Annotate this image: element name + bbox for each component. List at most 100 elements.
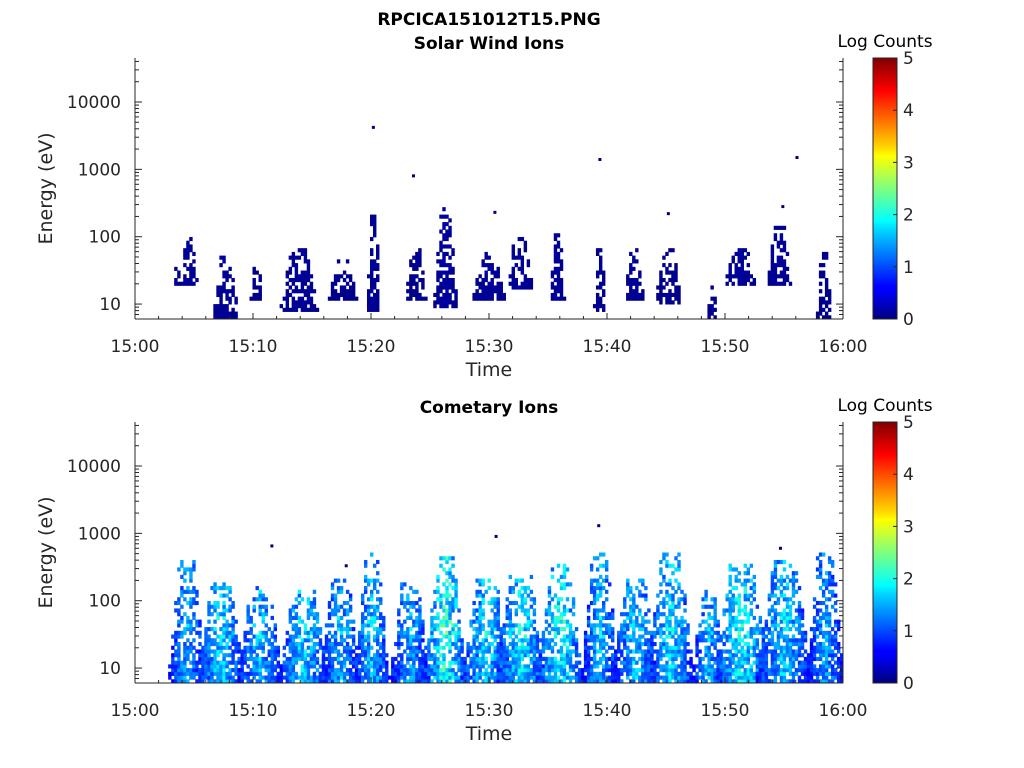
spectrogram-cell: [740, 270, 744, 275]
spectrogram-cell: [354, 668, 359, 673]
spectrogram-cell: [818, 608, 823, 613]
spectrogram-cell: [436, 675, 440, 680]
spectrogram-cell: [463, 656, 467, 662]
spectrogram-cell: [695, 638, 699, 643]
spectrogram-cell: [644, 630, 648, 635]
spectrogram-cell: [635, 675, 639, 680]
spectrogram-cell: [475, 675, 479, 680]
spectrogram-cell: [773, 571, 778, 576]
spectrogram-cell: [788, 653, 793, 658]
spectrogram-cell: [324, 671, 329, 676]
spectrogram-cell: [532, 656, 537, 662]
spectrogram-cell: [644, 679, 648, 684]
spectrogram-cell: [638, 638, 642, 643]
spectrogram-cell: [635, 281, 639, 286]
spectrogram-cell: [189, 567, 193, 572]
spectrogram-cell: [460, 660, 464, 665]
spectrogram-cell: [306, 660, 311, 665]
spectrogram-cell: [409, 281, 413, 286]
spectrogram-cell: [598, 630, 603, 635]
spectrogram-cell: [508, 274, 512, 279]
x-tick-label: 15:30: [465, 337, 514, 357]
spectrogram-cell: [496, 615, 500, 621]
spectrogram-cell: [520, 653, 525, 658]
spectrogram-cell: [577, 679, 582, 684]
spectrogram-cell: [258, 597, 262, 602]
spectrogram-cell: [478, 627, 482, 632]
spectrogram-cell: [400, 660, 404, 665]
spectrogram-cell: [553, 664, 558, 669]
spectrogram-cell: [511, 266, 516, 271]
spectrogram-cell: [412, 255, 416, 260]
spectrogram-cell: [439, 679, 443, 684]
spectrogram-cell: [656, 292, 660, 298]
spectrogram-cell: [201, 660, 205, 665]
spectrogram-cell: [767, 281, 772, 286]
spectrogram-cell: [376, 255, 380, 260]
spectrogram-cell: [360, 619, 365, 624]
spectrogram-cell: [478, 660, 482, 665]
spectrogram-cell: [562, 653, 567, 658]
spectrogram-cell: [734, 641, 738, 647]
spectrogram-cell: [601, 641, 606, 647]
spectrogram-cell: [330, 641, 335, 647]
spectrogram-cell: [333, 612, 338, 617]
spectrogram-cell: [677, 567, 681, 572]
spectrogram-cell: [183, 671, 187, 676]
spectrogram-cell: [288, 285, 293, 290]
spectrogram-cell: [394, 641, 398, 647]
spectrogram-cell: [394, 664, 398, 669]
spectrogram-cell: [264, 660, 268, 665]
spectrogram-cell: [671, 571, 675, 576]
spectrogram-cell: [565, 567, 570, 572]
spectrogram-cell: [490, 597, 494, 602]
spectrogram-cell: [213, 589, 217, 594]
spectrogram-cell: [207, 675, 211, 680]
spectrogram-cell: [659, 589, 663, 594]
spectrogram-cell: [580, 679, 585, 684]
spectrogram-cell: [629, 623, 633, 628]
spectrogram-cell: [415, 619, 419, 624]
spectrogram-cell: [481, 296, 485, 301]
spectrogram-cell: [363, 671, 368, 676]
spectrogram-cell: [430, 623, 434, 628]
spectrogram-cell: [487, 296, 491, 301]
spectrogram-cell: [629, 649, 633, 654]
spectrogram-cell: [174, 600, 178, 606]
spectrogram-cell: [716, 668, 720, 673]
spectrogram-cell: [424, 668, 428, 673]
spectrogram-cell: [617, 645, 621, 650]
x-tick-label: 15:00: [111, 701, 160, 721]
spectrogram-cell: [764, 675, 769, 680]
spectrogram-cell: [653, 630, 657, 635]
spectrogram-cell: [532, 608, 537, 613]
spectrogram-cell: [207, 608, 211, 613]
spectrogram-cell: [746, 671, 750, 676]
spectrogram-cell: [595, 300, 600, 305]
spectrogram-cell: [312, 604, 317, 609]
spectrogram-cell: [213, 671, 217, 676]
spectrogram-cell: [306, 608, 311, 613]
spectrogram-cell: [559, 619, 564, 624]
spectrogram-cell: [324, 656, 329, 662]
spectrogram-cell: [376, 589, 380, 594]
spectrogram-cell: [520, 645, 525, 650]
spectrogram-cell: [713, 656, 717, 662]
spectrogram-cell: [812, 619, 817, 624]
spectrogram-cell: [556, 277, 561, 283]
spectrogram-cell: [707, 604, 711, 609]
spectrogram-cell: [710, 634, 714, 639]
spectrogram-cell: [484, 289, 488, 294]
spectrogram-cell: [433, 304, 437, 309]
spectrogram-cell: [445, 251, 449, 257]
spectrogram-cell: [258, 641, 262, 647]
spectrogram-cell: [544, 656, 549, 662]
spectrogram-cell: [743, 612, 747, 617]
spectrogram-cell: [258, 277, 262, 283]
spectrogram-cell: [520, 285, 525, 290]
spectrogram-cell: [632, 679, 636, 684]
spectrogram-cell: [505, 612, 509, 617]
spectrogram-cell: [496, 671, 500, 676]
spectrogram-cell: [523, 285, 528, 290]
spectrogram-cell: [827, 645, 832, 650]
